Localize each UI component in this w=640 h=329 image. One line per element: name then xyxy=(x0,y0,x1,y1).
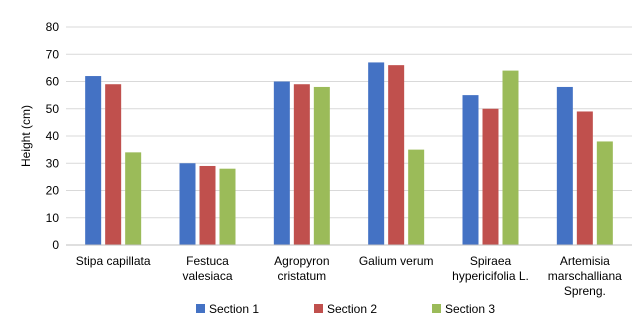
legend: Section 1 Section 2 Section 3 xyxy=(196,302,495,316)
bar-section-3 xyxy=(125,152,142,245)
x-tick-label: Spreng. xyxy=(564,284,606,298)
bar-section-1 xyxy=(273,81,290,245)
x-tick-label: Galium verum xyxy=(359,254,434,268)
x-tick-label: Artemisia xyxy=(560,254,610,268)
bar-section-2 xyxy=(482,108,499,245)
y-tick-label: 80 xyxy=(46,20,60,34)
x-tick-label: hypericifolia L. xyxy=(452,269,529,283)
x-tick-label: valesiaca xyxy=(182,269,232,283)
bar-section-1 xyxy=(368,62,385,245)
x-tick-label: Stipa capillata xyxy=(76,254,151,268)
y-tick-label: 10 xyxy=(46,211,60,225)
legend-label: Section 3 xyxy=(445,302,495,316)
legend-swatch xyxy=(314,304,323,313)
bar-section-2 xyxy=(388,65,405,246)
bar-section-1 xyxy=(85,76,102,245)
y-tick-label: 40 xyxy=(46,129,60,143)
y-axis-label: Height (cm) xyxy=(19,105,33,167)
bar-section-2 xyxy=(199,165,216,245)
y-tick-label: 50 xyxy=(46,102,60,116)
legend-swatch xyxy=(196,304,205,313)
bar-section-2 xyxy=(576,111,593,245)
bar-section-2 xyxy=(105,84,122,245)
bar-section-2 xyxy=(293,84,310,245)
bars xyxy=(85,62,613,246)
bar-section-1 xyxy=(462,95,479,245)
legend-label: Section 1 xyxy=(209,302,259,316)
gridlines xyxy=(66,26,632,219)
x-tick-label: Agropyron xyxy=(274,254,329,268)
y-tick-label: 30 xyxy=(46,156,60,170)
legend-swatch xyxy=(432,304,441,313)
y-tick-label: 70 xyxy=(46,47,60,61)
bar-section-3 xyxy=(313,86,330,245)
x-tick-label: marschalliana xyxy=(548,269,622,283)
y-tick-label: 60 xyxy=(46,75,60,89)
y-tick-label: 20 xyxy=(46,184,60,198)
bar-section-3 xyxy=(219,168,236,245)
bar-section-3 xyxy=(408,149,425,245)
x-tick-label: cristatum xyxy=(277,269,326,283)
bar-section-1 xyxy=(179,163,196,245)
bar-section-3 xyxy=(596,141,613,245)
axes: 0 10 20 30 40 50 60 70 80 Stipa capillata Festucav… xyxy=(46,20,632,298)
x-tick-label: Spiraea xyxy=(470,254,512,268)
bar-section-3 xyxy=(502,70,519,245)
x-tick-label: Festuca xyxy=(186,254,229,268)
y-tick-label: 0 xyxy=(52,238,59,252)
bar-section-1 xyxy=(556,86,573,245)
legend-label: Section 2 xyxy=(327,302,377,316)
